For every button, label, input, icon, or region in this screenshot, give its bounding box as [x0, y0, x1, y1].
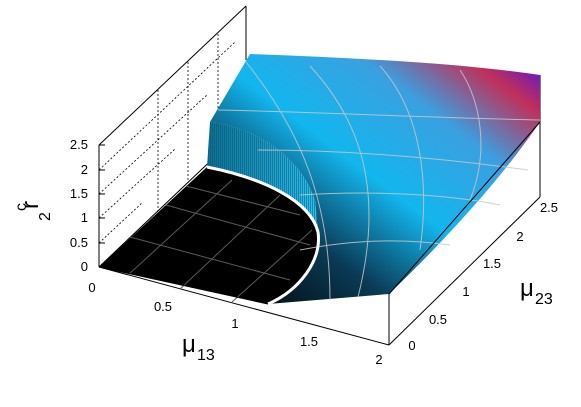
z-tick-label: 0 — [81, 259, 88, 274]
surface-main — [210, 54, 540, 304]
z-tick-labels: 0 0.5 1 1.5 2 2.5 — [70, 137, 88, 274]
flat-zero-region — [99, 167, 319, 304]
z-tick-label: 2 — [81, 162, 88, 177]
y-label-main: μ — [520, 275, 534, 302]
x-label-sub: 13 — [197, 347, 215, 364]
y-label-sub: 23 — [535, 291, 553, 308]
y-tick-label: 2 — [516, 229, 523, 244]
z-tick-marks — [99, 144, 105, 268]
x-label-main: μ — [182, 331, 196, 358]
y-axis-label: μ 23 — [520, 275, 553, 308]
flat-gridlines — [127, 179, 313, 303]
x-tick-label: 0 — [88, 280, 95, 295]
front-box-edges — [98, 121, 541, 345]
z-label-sup: 2 — [37, 212, 54, 221]
y-tick-label: 2.5 — [540, 200, 558, 215]
z-axis-label: r 2 c — [13, 201, 54, 221]
z-tick-label: 2.5 — [70, 137, 88, 152]
x-axis-label: μ 13 — [182, 331, 215, 364]
y-tick-label: 0 — [408, 338, 415, 353]
y-tick-label: 1 — [462, 284, 469, 299]
z-tick-label: 1 — [81, 210, 88, 225]
x-tick-label: 1.5 — [300, 334, 318, 349]
z-label-sub: c — [13, 203, 30, 211]
x-tick-label: 1 — [231, 316, 238, 331]
y-tick-label: 1.5 — [483, 256, 501, 271]
x-tick-labels: 0 0.5 1 1.5 2 — [88, 280, 382, 367]
z-label-main: r — [17, 201, 44, 209]
z-tick-label: 1.5 — [70, 186, 88, 201]
y-tick-labels: 0 0.5 1 1.5 2 2.5 — [408, 200, 558, 353]
z-tick-label: 0.5 — [70, 235, 88, 250]
boundary-curve — [206, 165, 320, 306]
x-tick-label: 0.5 — [154, 299, 172, 314]
x-tick-label: 2 — [375, 352, 382, 367]
y-tick-label: 0.5 — [429, 312, 447, 327]
